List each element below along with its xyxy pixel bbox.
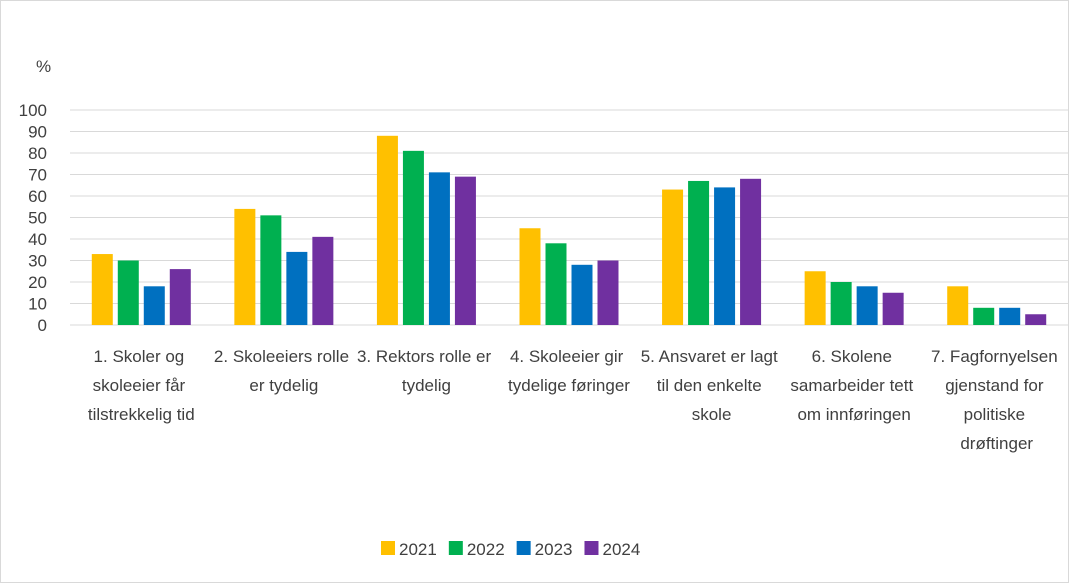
y-tick-label: 60 (28, 187, 47, 206)
legend-label: 2023 (535, 540, 573, 559)
bar (169, 269, 191, 325)
x-tick-label: 1. Skoler og skoleeier får tilstrekkelig… (88, 347, 195, 424)
bar (714, 187, 736, 325)
bar (402, 150, 424, 325)
legend-swatch (584, 541, 599, 555)
x-tick-label: 5. Ansvaret er lagt til den enkelte skol… (641, 347, 783, 424)
bar (856, 286, 878, 325)
y-tick-label: 10 (28, 295, 47, 314)
bar (999, 307, 1021, 325)
bar (571, 264, 593, 325)
bar (234, 208, 256, 325)
y-tick-label: 30 (28, 252, 47, 271)
bar (260, 215, 282, 325)
legend-swatch (448, 541, 463, 555)
x-tick-label: 7. Fagfornyelsen gjenstand for politiske… (931, 347, 1062, 453)
y-tick-label: 90 (28, 123, 47, 142)
bar (973, 307, 995, 325)
y-tick-label: 100 (19, 101, 47, 120)
x-tick-label: 4. Skoleeier gir tydelige føringer (508, 347, 630, 395)
y-tick-label: 80 (28, 144, 47, 163)
bar (286, 251, 308, 325)
x-tick-label: 3. Rektors rolle er tydelig (357, 347, 496, 395)
legend-swatch (516, 541, 531, 555)
x-tick-label: 6. Skolene samarbeider tett om innføring… (790, 347, 918, 424)
y-tick-label: 20 (28, 273, 47, 292)
bar (947, 286, 969, 325)
bar (597, 260, 619, 325)
bar (662, 189, 684, 325)
bar (519, 228, 541, 325)
x-tick-label: 2. Skoleeiers rolle er tydelig (214, 347, 354, 395)
y-tick-label: 0 (38, 316, 47, 335)
y-axis-label: % (36, 57, 51, 76)
y-tick-label: 40 (28, 230, 47, 249)
legend-label: 2021 (399, 540, 437, 559)
bar (376, 135, 398, 325)
bar (1025, 314, 1047, 325)
bar (882, 292, 904, 325)
bar (312, 236, 334, 325)
bar (740, 178, 762, 325)
bar (830, 282, 852, 325)
y-tick-label: 70 (28, 166, 47, 185)
legend-swatch (381, 541, 395, 555)
bar (428, 172, 450, 325)
bar (143, 286, 165, 325)
bar (454, 176, 476, 325)
bar (688, 180, 710, 325)
bar (91, 254, 113, 325)
legend-label: 2022 (467, 540, 505, 559)
y-tick-label: 50 (28, 209, 47, 228)
bar (804, 271, 826, 325)
legend-label: 2024 (602, 540, 640, 559)
bar (545, 243, 567, 325)
bar (117, 260, 139, 325)
